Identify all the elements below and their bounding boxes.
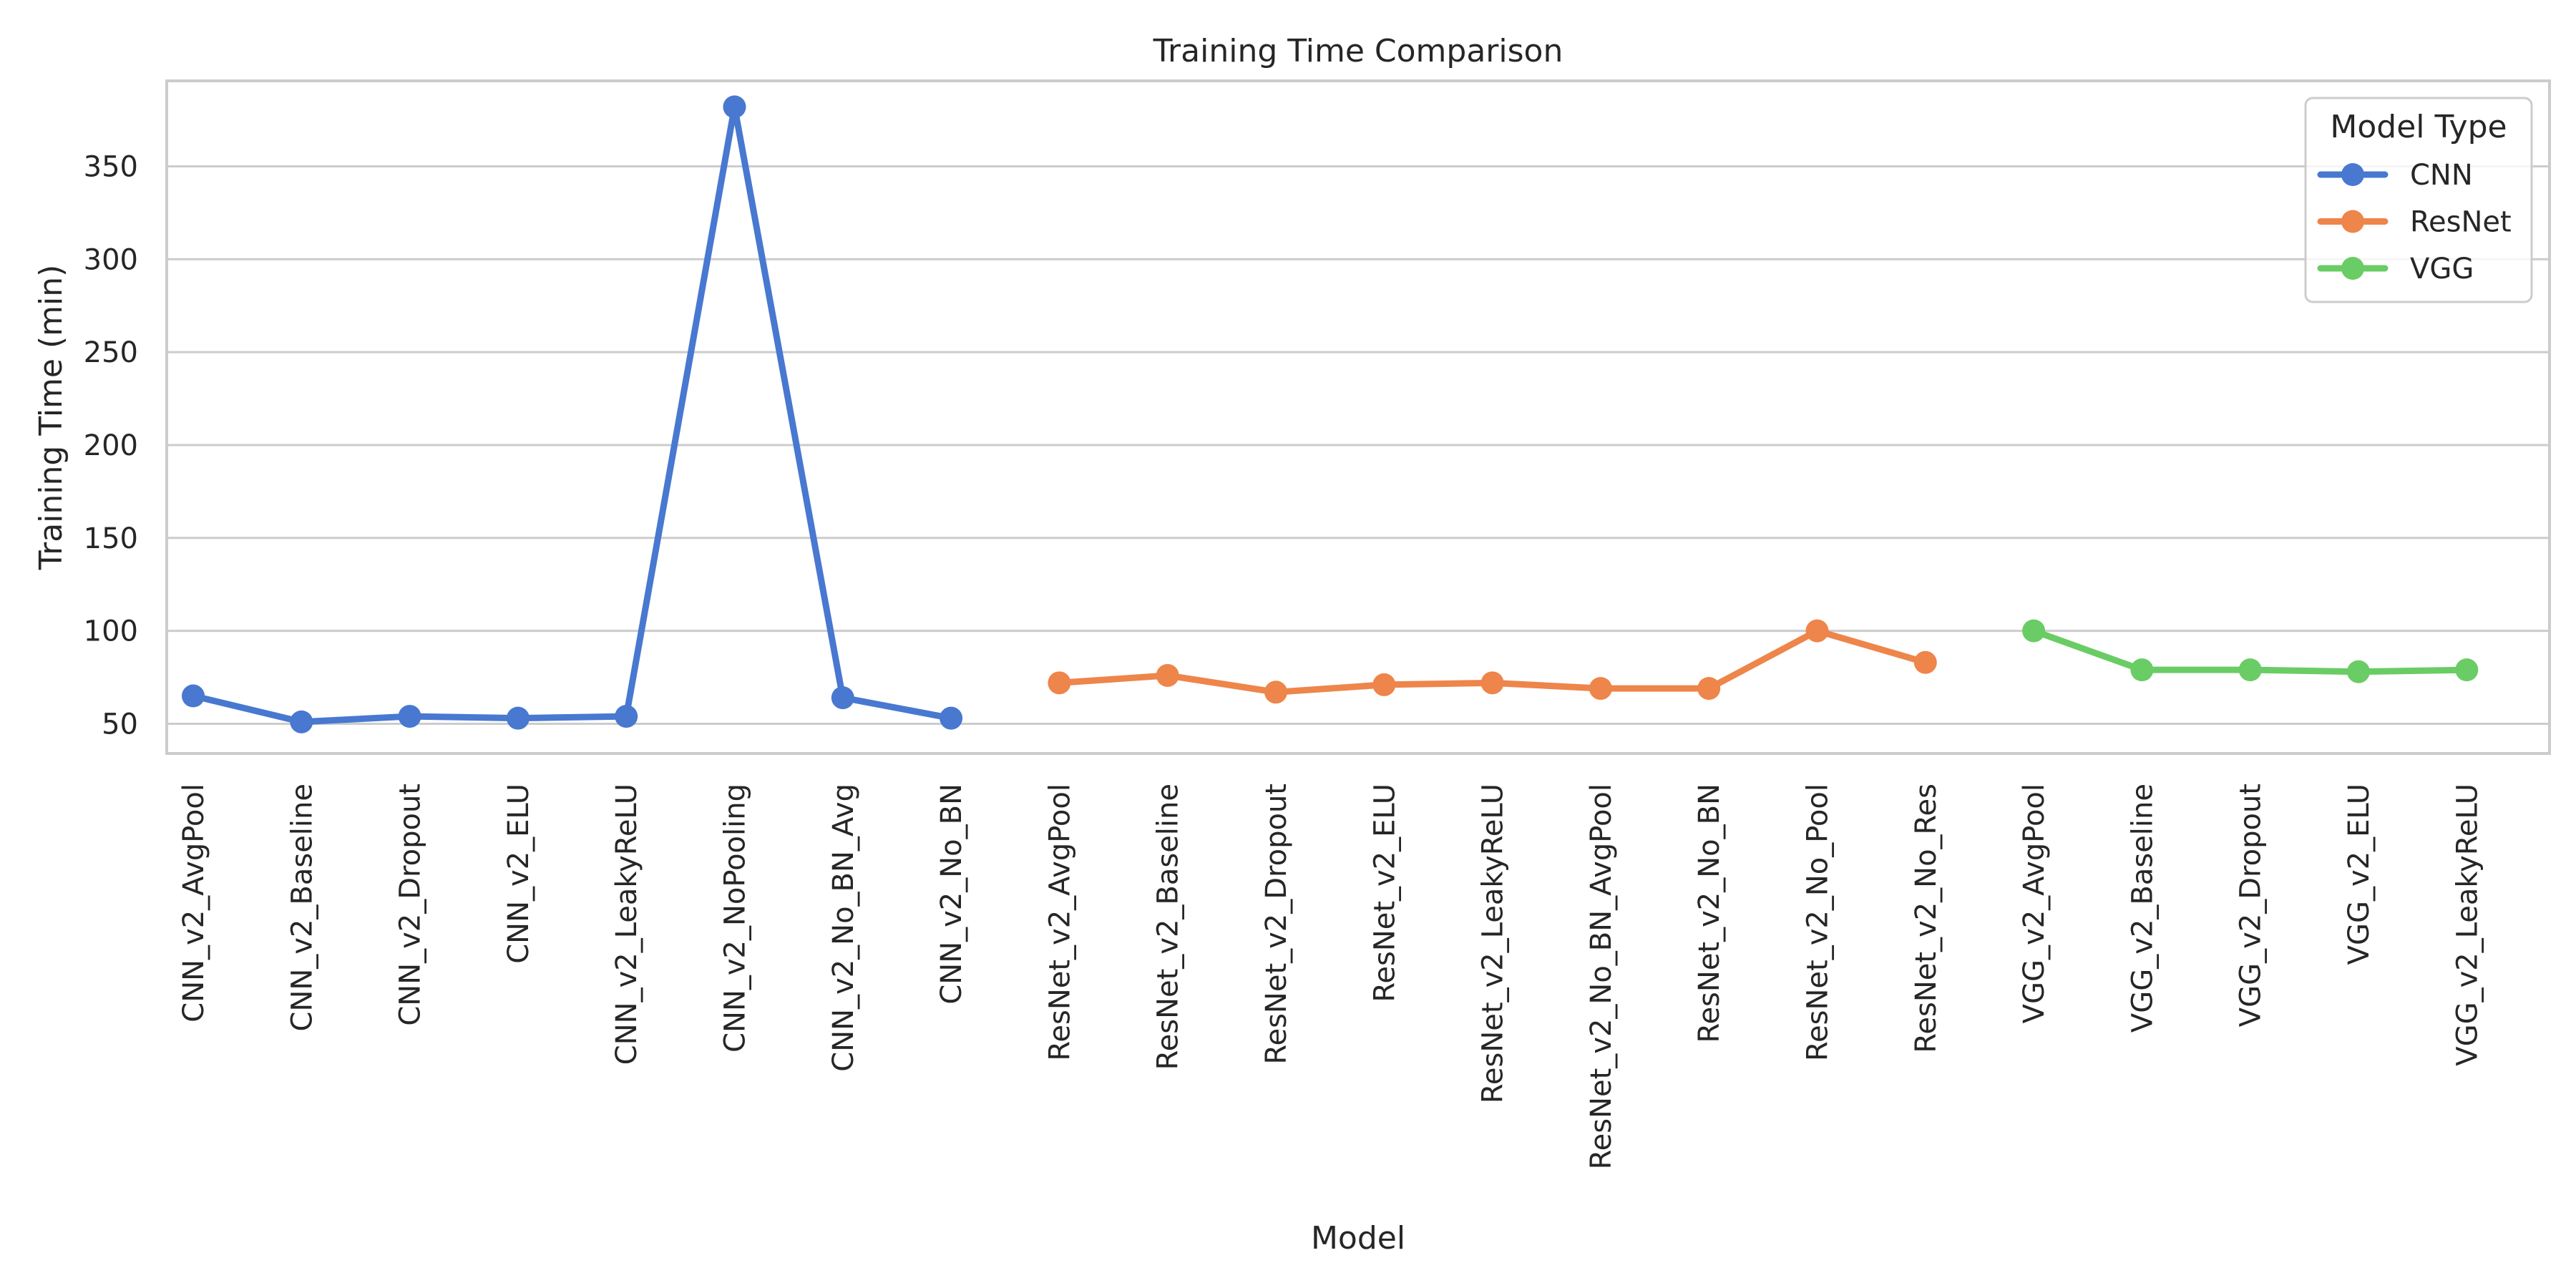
x-tick-label: VGG_v2_Dropout bbox=[2235, 784, 2268, 1027]
series-resnet bbox=[1048, 619, 1937, 704]
series-vgg bbox=[2022, 619, 2479, 683]
gridlines bbox=[167, 165, 2550, 725]
data-point-resnet bbox=[1913, 650, 1937, 674]
x-tick-label: CNN_v2_AvgPool bbox=[177, 784, 210, 1023]
x-tick-label: ResNet_v2_AvgPool bbox=[1043, 784, 1076, 1061]
legend-items: CNN ResNet VGG bbox=[2317, 159, 2512, 286]
series-cnn bbox=[182, 95, 963, 733]
x-tick-label: ResNet_v2_No_Res bbox=[1910, 784, 1943, 1053]
y-tick-label: 200 bbox=[84, 429, 138, 462]
legend: Model Type CNN ResNet VGG bbox=[2304, 97, 2533, 303]
data-point-vgg bbox=[2130, 658, 2154, 682]
x-tick-label: CNN_v2_No_BN_Avg bbox=[827, 784, 860, 1072]
x-tick-label: ResNet_v2_No_Pool bbox=[1802, 784, 1835, 1061]
plot-frame bbox=[165, 79, 2551, 755]
series-layer bbox=[182, 95, 2479, 733]
x-tick-label: ResNet_v2_No_BN bbox=[1693, 784, 1726, 1043]
x-tick-label: CNN_v2_ELU bbox=[502, 784, 535, 964]
data-point-cnn bbox=[615, 705, 638, 728]
chart-title: Training Time Comparison bbox=[1153, 33, 1563, 69]
legend-item-vgg: VGG bbox=[2317, 253, 2474, 286]
legend-box bbox=[2304, 97, 2533, 303]
y-tick-label: 350 bbox=[84, 150, 138, 183]
legend-title: Model Type bbox=[2330, 109, 2507, 145]
data-point-vgg bbox=[2022, 619, 2046, 643]
x-axis-label: Model bbox=[1311, 1220, 1405, 1257]
x-tick-label: VGG_v2_LeakyReLU bbox=[2451, 784, 2484, 1066]
x-tick-label: VGG_v2_AvgPool bbox=[2018, 784, 2051, 1023]
x-tick-label: CNN_v2_Baseline bbox=[286, 784, 318, 1031]
x-tick-label: CNN_v2_No_BN bbox=[935, 784, 968, 1005]
legend-item-cnn: CNN bbox=[2317, 159, 2473, 192]
y-tick-label: 300 bbox=[84, 243, 138, 276]
y-tick-label: 250 bbox=[84, 336, 138, 369]
data-point-cnn bbox=[831, 686, 854, 710]
y-tick-labels: 50 100 150 200 250 300 350 bbox=[84, 150, 138, 741]
data-point-resnet bbox=[1697, 677, 1721, 701]
series-line-cnn bbox=[190, 103, 955, 726]
data-point-resnet bbox=[1589, 677, 1612, 701]
legend-label: ResNet bbox=[2410, 206, 2512, 239]
y-axis-label: Training Time (min) bbox=[33, 265, 69, 571]
data-point-vgg bbox=[2347, 660, 2370, 683]
data-point-cnn bbox=[506, 706, 530, 730]
x-tick-label: VGG_v2_Baseline bbox=[2126, 784, 2159, 1033]
data-point-cnn bbox=[940, 706, 963, 730]
data-point-vgg bbox=[2455, 658, 2479, 682]
data-point-resnet bbox=[1372, 673, 1396, 696]
x-tick-label: ResNet_v2_Baseline bbox=[1152, 784, 1185, 1070]
legend-label: CNN bbox=[2410, 159, 2473, 192]
y-tick-label: 50 bbox=[102, 708, 138, 741]
y-tick-label: 100 bbox=[84, 615, 138, 648]
data-point-resnet bbox=[1048, 671, 1071, 695]
data-point-resnet bbox=[1264, 680, 1287, 704]
y-tick-label: 150 bbox=[84, 522, 138, 555]
legend-swatch-marker bbox=[2341, 257, 2364, 280]
x-tick-label: ResNet_v2_No_BN_AvgPool bbox=[1585, 784, 1618, 1169]
data-point-resnet bbox=[1156, 663, 1179, 687]
data-point-vgg bbox=[2238, 658, 2262, 682]
data-point-resnet bbox=[1480, 671, 1504, 695]
x-tick-labels: CNN_v2_AvgPool CNN_v2_Baseline CNN_v2_Drop… bbox=[177, 784, 2484, 1169]
x-tick-label: CNN_v2_LeakyReLU bbox=[610, 784, 643, 1065]
data-point-cnn bbox=[723, 95, 746, 119]
x-tick-label: CNN_v2_NoPooling bbox=[719, 784, 752, 1053]
data-point-cnn bbox=[290, 710, 313, 733]
data-point-cnn bbox=[398, 705, 421, 728]
x-tick-label: CNN_v2_Dropout bbox=[394, 784, 427, 1026]
legend-swatch-marker bbox=[2341, 210, 2364, 233]
legend-swatch-marker bbox=[2341, 163, 2364, 186]
data-point-resnet bbox=[1805, 619, 1829, 643]
x-tick-label: ResNet_v2_Dropout bbox=[1260, 784, 1293, 1065]
legend-item-resnet: ResNet bbox=[2317, 206, 2512, 239]
x-tick-label: ResNet_v2_LeakyReLU bbox=[1477, 784, 1510, 1103]
legend-label: VGG bbox=[2410, 253, 2474, 286]
x-tick-label: VGG_v2_ELU bbox=[2343, 784, 2376, 965]
x-tick-label: ResNet_v2_ELU bbox=[1368, 784, 1401, 1002]
data-point-cnn bbox=[182, 684, 205, 708]
